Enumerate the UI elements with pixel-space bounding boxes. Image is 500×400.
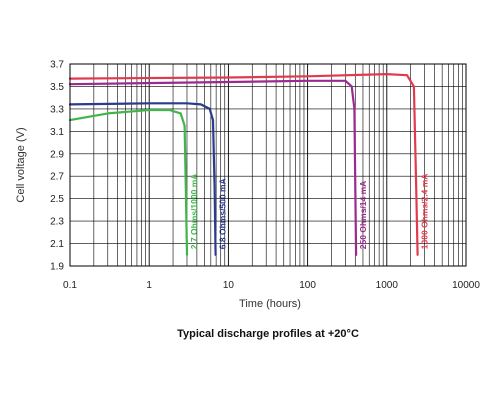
y-tick-label: 2.9	[50, 149, 64, 160]
x-tick-label: 10000	[452, 280, 480, 291]
chart-title: Typical discharge profiles at +20°C	[177, 328, 359, 340]
series-line-3	[68, 79, 358, 256]
y-tick-label: 3.3	[50, 104, 64, 115]
series-label-1: 2.7 Ohms/1000 mA	[189, 174, 199, 250]
y-tick-label: 2.7	[50, 172, 64, 183]
series-label-3: 250 Ohms/14 mA	[358, 181, 368, 250]
y-tick-label: 2.1	[50, 239, 64, 250]
x-axis-title: Time (hours)	[239, 298, 301, 310]
x-tick-label: 1	[146, 280, 152, 291]
y-tick-label: 3.7	[50, 60, 64, 71]
y-tick-label: 3.5	[50, 82, 64, 93]
x-tick-label: 100	[299, 280, 316, 291]
tick-labels: 0.1 1 10 100 1000 10000 1.9 2.1 2.3 2.5 2.7 2.9 3.1 3…	[50, 60, 480, 292]
series-label-4: 1300 Ohms/2.4 mA	[420, 174, 430, 250]
x-tick-label: 0.1	[63, 280, 77, 291]
series-line-4	[68, 72, 419, 256]
grid	[69, 63, 466, 267]
y-tick-label: 2.5	[50, 194, 64, 205]
series-line-2	[68, 102, 217, 256]
y-axis-title: Cell voltage (V)	[15, 127, 27, 202]
series-label-2: 6.8 Ohms/500 mA	[218, 178, 228, 249]
x-tick-label: 1000	[376, 280, 399, 291]
y-tick-label: 2.3	[50, 217, 64, 228]
y-tick-label: 3.1	[50, 127, 64, 138]
plot-frame	[69, 63, 467, 267]
y-tick-label: 1.9	[50, 262, 64, 273]
series-group	[68, 72, 419, 256]
series-line-1	[68, 108, 189, 256]
x-tick-label: 10	[223, 280, 235, 291]
series-labels: 2.7 Ohms/1000 mA 6.8 Ohms/500 mA 250 Ohms/…	[189, 174, 430, 250]
